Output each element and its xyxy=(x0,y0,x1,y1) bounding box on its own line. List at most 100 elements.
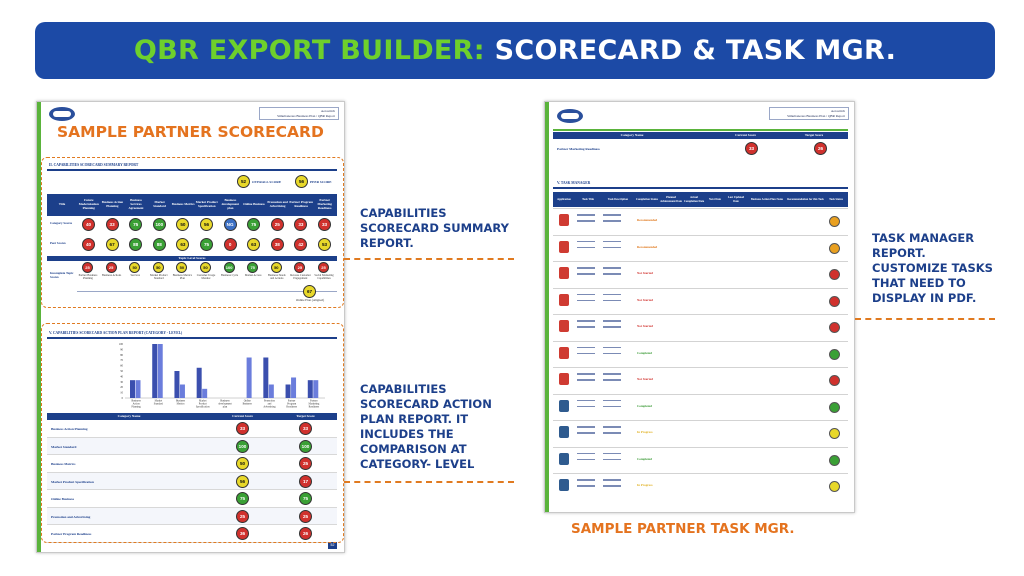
topic-scores-row: 25 Partner Business Planning 25 Business Ac… xyxy=(77,262,337,288)
y-tick-label: 30 xyxy=(120,381,123,384)
task-text-line xyxy=(577,405,595,408)
summary-column-header: Partner Marketing Readiness xyxy=(317,198,332,210)
task-text-line xyxy=(603,479,621,481)
topic-name: Business Needs and Actions xyxy=(267,274,286,281)
y-tick-label: 20 xyxy=(120,386,123,389)
action-table-row: Business Action Planning 33 33 xyxy=(47,420,337,438)
x-tick-label: Product xyxy=(199,403,207,406)
task-header-row xyxy=(553,192,848,207)
task-row: Completed xyxy=(553,446,848,474)
header-company-right: Aerostitch xyxy=(830,109,845,113)
x-tick-label: Action xyxy=(133,403,141,406)
peer-score-badge: 38 xyxy=(270,238,284,251)
x-tick-label: Business xyxy=(131,400,140,403)
header-report-name: Simultaneous Business Plan / QBR Report xyxy=(277,113,335,118)
callout-summary-leader xyxy=(344,258,514,260)
x-tick-label: and xyxy=(268,403,272,406)
x-tick-label: Business xyxy=(176,400,185,403)
page-number: 52 xyxy=(328,542,337,549)
task-text-line xyxy=(603,326,621,328)
top-row-target: 26 xyxy=(814,142,827,155)
peer-score-badge: 88 xyxy=(152,238,166,251)
x-tick-label: Standard xyxy=(154,403,164,406)
task-text-line xyxy=(603,379,621,381)
peer-score-badge: 63 xyxy=(176,238,190,251)
top-col-target: Target Score xyxy=(804,133,824,137)
action-row-target: 26 xyxy=(299,527,312,540)
summary-column-header: Online Business xyxy=(243,202,265,207)
topic-score-badge: 25 xyxy=(105,262,117,273)
action-row-current: 50 xyxy=(236,457,249,470)
task-completion-status: Completed xyxy=(637,403,652,408)
task-text-line xyxy=(577,399,595,402)
y-tick-label: 50 xyxy=(120,370,123,373)
category-score-badge: NG xyxy=(223,218,237,231)
action-table-row: Promotion and Advertising 25 25 xyxy=(47,507,337,525)
task-completion-status: Not Started xyxy=(637,377,653,381)
peer-score-badge: 40 xyxy=(82,238,95,251)
task-row: Not Started xyxy=(553,261,848,288)
x-tick-label: Program xyxy=(287,403,296,406)
summary-highlight-box xyxy=(41,157,344,308)
task-app-icon xyxy=(559,373,569,385)
x-tick-label: Marketing xyxy=(308,403,320,406)
action-row-current: 56 xyxy=(236,474,249,488)
task-completion-status: Completed xyxy=(637,456,652,461)
task-text-line xyxy=(603,267,621,269)
callout-task-line: TASK MANAGER xyxy=(872,231,975,245)
peer-score-badge: 63 xyxy=(247,238,261,251)
banner-title-white: SCORECARD & TASK MGR. xyxy=(494,35,897,66)
peer-score-badge: 0 xyxy=(223,238,237,251)
chart-bar xyxy=(313,380,319,398)
overall-score-label: OVERALL SCORE xyxy=(252,180,282,184)
topic-score-badge: 100 xyxy=(223,262,235,273)
y-tick-label: 10 xyxy=(120,392,123,395)
task-completion-status: In Progress xyxy=(637,430,653,434)
overall-score-badge: 52 xyxy=(237,175,250,188)
x-tick-label: Planning xyxy=(131,406,141,409)
task-row: Not Started xyxy=(553,314,848,341)
chart-bar xyxy=(130,380,135,398)
x-tick-label: Specification xyxy=(196,406,210,409)
topic-score-badge: 25 xyxy=(294,262,306,273)
scorecard-title: SAMPLE PARTNER SCORECARD xyxy=(57,123,324,141)
task-text-line xyxy=(603,320,621,322)
callout-task-line: CUSTOMIZE TASKS xyxy=(872,261,993,275)
task-app-icon xyxy=(559,320,569,332)
topic-name: Customer Usage Monitor xyxy=(196,274,216,281)
task-completion-status: Not Started xyxy=(637,324,653,328)
callout-summary-line: REPORT. xyxy=(360,236,414,250)
x-tick-label: Partner xyxy=(288,400,296,403)
task-text-line xyxy=(577,485,595,487)
task-text-line xyxy=(577,273,595,275)
category-score-badge: 33 xyxy=(318,218,331,231)
company-logo-right xyxy=(557,109,583,123)
action-row-target: 100 xyxy=(299,439,312,453)
callout-summary-line: CAPABILITIES xyxy=(360,206,447,220)
x-tick-label: Readiness xyxy=(309,406,320,409)
task-column-header: Last Updated Date xyxy=(727,196,745,203)
task-text-line xyxy=(603,373,621,375)
task-status-light xyxy=(829,322,840,333)
banner-title: QBR EXPORT BUILDER: SCORECARD & TASK MGR… xyxy=(134,35,896,66)
topic-score-badge: 50 xyxy=(270,262,282,273)
chart-bar xyxy=(135,380,141,398)
header-report-name-right: Simultaneous Business Plan / QBR Report xyxy=(787,113,845,118)
summary-column-header: Market Standard xyxy=(153,200,166,208)
peer-scores-row: 40 67 88 88 63 75 0 63 38 42 53 xyxy=(77,238,337,252)
x-tick-label: Market xyxy=(155,400,163,403)
x-tick-label: Partner xyxy=(310,400,318,403)
task-text-line xyxy=(603,293,621,296)
topic-scores-title: Topic Level Scores xyxy=(178,256,206,260)
chart-bar xyxy=(246,357,252,398)
peer-score-badge: 56 xyxy=(295,175,308,188)
task-completion-status: Recommended xyxy=(637,218,658,222)
title-banner: QBR EXPORT BUILDER: SCORECARD & TASK MGR… xyxy=(35,22,995,79)
task-completion-status: Completed xyxy=(637,350,652,355)
task-text-line xyxy=(603,426,621,428)
task-app-icon xyxy=(559,267,569,279)
y-tick-label: 70 xyxy=(120,359,123,362)
task-status-light xyxy=(829,481,840,492)
chart-bar xyxy=(268,384,274,398)
callout-task-line: DISPLAY IN PDF. xyxy=(872,291,977,305)
